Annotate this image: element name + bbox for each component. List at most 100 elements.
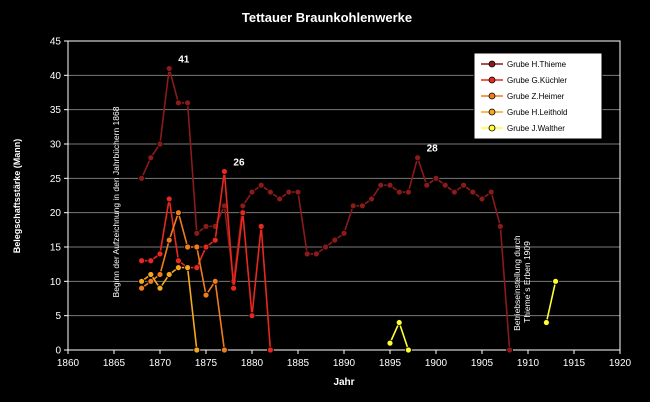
data-label: 41 (178, 54, 190, 65)
y-axis-label: Belegschaftsstärke (Mann) (12, 139, 22, 254)
data-point (147, 271, 155, 278)
data-point (174, 209, 182, 217)
annotation-end: Betriebseinstellung durch Thieme´s Erben… (512, 233, 532, 331)
data-point (257, 181, 265, 189)
data-point (174, 257, 182, 265)
data-point (414, 154, 422, 162)
legend-label: Grube Z.Heimer (507, 92, 565, 101)
y-tick-label: 45 (50, 37, 62, 48)
x-tick-label: 1910 (517, 358, 540, 369)
series-0 (138, 65, 514, 354)
data-point (147, 154, 155, 162)
data-point (340, 229, 348, 237)
legend-label: Grube J.Walther (507, 124, 565, 133)
series-3 (138, 264, 201, 354)
data-point (138, 174, 146, 182)
data-point (138, 277, 146, 285)
data-point (469, 188, 477, 196)
legend-swatch-marker (488, 76, 496, 84)
data-point (174, 99, 182, 107)
data-point (368, 195, 376, 203)
legend-swatch-marker (488, 108, 496, 116)
data-point (220, 168, 228, 175)
data-point (386, 181, 394, 189)
data-point (395, 319, 403, 326)
data-point (239, 209, 247, 217)
data-point (211, 277, 219, 285)
x-axis-label: Jahr (333, 377, 354, 388)
data-point (386, 339, 394, 347)
y-tick-label: 15 (50, 243, 62, 254)
data-point (496, 222, 504, 230)
data-point (478, 195, 486, 203)
data-point (239, 202, 247, 210)
series-line (389, 320, 410, 351)
y-tick-label: 5 (55, 311, 61, 322)
data-point (441, 181, 449, 189)
data-point (193, 346, 201, 354)
data-point (165, 236, 173, 244)
data-point (138, 284, 146, 292)
data-point (266, 188, 274, 196)
annotation-start: Beginn der Aufzeichnung in den Jahrbüche… (111, 106, 121, 297)
x-tick-label: 1885 (287, 358, 310, 369)
data-point (184, 243, 192, 251)
data-point (303, 250, 311, 258)
data-point (404, 346, 412, 354)
data-point (487, 188, 495, 196)
series-2 (138, 209, 228, 354)
data-point (202, 243, 210, 251)
x-tick-label: 1915 (563, 358, 586, 369)
x-tick-label: 1900 (425, 358, 448, 369)
data-point (460, 181, 468, 189)
x-tick-label: 1880 (241, 358, 264, 369)
data-point (220, 346, 228, 354)
data-point (156, 250, 164, 258)
legend: Grube H.Thieme Grube G.Küchler Grube Z.Hei… (473, 52, 603, 140)
data-point (165, 65, 173, 72)
data-point (294, 188, 302, 196)
data-point (543, 319, 550, 326)
data-point (248, 188, 256, 196)
data-label: 28 (427, 144, 439, 155)
x-tick-label: 1905 (471, 358, 494, 369)
data-point (147, 257, 155, 265)
annotation-end-line-2: Thieme´s Erben 1909 (522, 241, 532, 323)
data-point (266, 346, 274, 354)
data-point (257, 222, 265, 230)
series-line (545, 281, 557, 323)
y-tick-label: 0 (55, 346, 61, 357)
x-tick-label: 1870 (149, 358, 172, 369)
data-point (450, 188, 458, 196)
data-point (395, 188, 403, 196)
series-line (141, 171, 272, 351)
data-point (184, 99, 192, 107)
legend-swatch-marker (488, 92, 496, 100)
y-axis: 0 5 10 15 20 25 30 35 40 45 (50, 37, 68, 357)
data-label: 26 (233, 157, 245, 168)
data-point (423, 181, 431, 189)
data-point (349, 202, 357, 210)
data-point (193, 229, 201, 237)
data-point (165, 195, 173, 203)
legend-label: Grube H.Leithold (507, 108, 567, 117)
data-point (202, 222, 210, 230)
data-point (276, 195, 284, 203)
y-tick-label: 40 (50, 71, 62, 82)
data-point (248, 312, 256, 320)
data-point (432, 174, 440, 182)
data-point (358, 202, 366, 210)
data-point (147, 277, 155, 285)
series-line (141, 209, 226, 351)
y-tick-label: 25 (50, 174, 62, 185)
y-tick-label: 10 (50, 277, 62, 288)
data-point (174, 264, 182, 272)
data-point (285, 188, 293, 196)
x-tick-label: 1920 (609, 358, 632, 369)
legend-label: Grube H.Thieme (507, 60, 567, 69)
x-tick-label: 1890 (333, 358, 356, 369)
chart-title: Tettauer Braunkohlenwerke (242, 10, 412, 25)
data-point (377, 181, 385, 189)
data-point (552, 277, 559, 285)
